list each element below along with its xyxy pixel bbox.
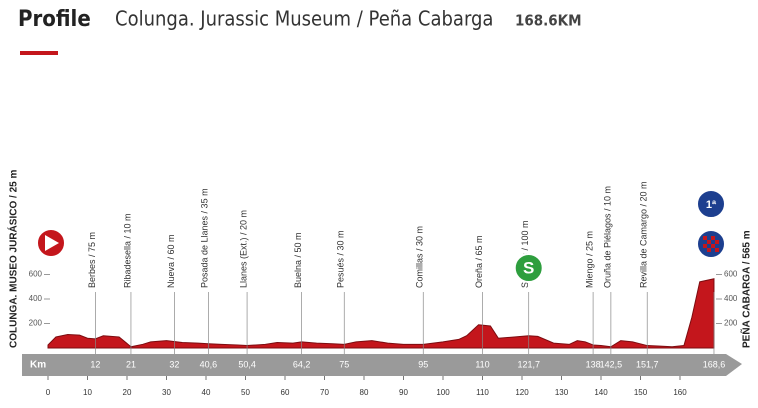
finish-check [711,244,715,248]
x-tick-label: 150 [634,388,648,397]
waypoint-km: 121,7 [517,359,540,369]
x-tick-label: 30 [162,388,171,397]
x-tick-label: 160 [673,388,687,397]
x-tick-label: 20 [123,388,132,397]
waypoint-name: Posada de Llanes / 35 m [200,188,210,288]
x-tick-label: 130 [555,388,569,397]
x-tick-label: 100 [436,388,450,397]
finish-check [707,248,711,252]
y-tick-label: 400 [724,294,738,303]
waypoint-km: 168,6 [703,359,726,369]
x-tick-label: 0 [46,388,51,397]
waypoint-name: Nueva / 60 m [166,234,176,288]
finish-label: PEÑA CABARGA / 565 m [740,230,753,348]
waypoint-km: 138 [586,359,601,369]
x-tick-label: 50 [241,388,250,397]
x-axis-label: Km [30,360,46,371]
y-tick-label: 600 [29,270,43,279]
waypoint-name: Comillas / 30 m [415,226,425,288]
x-tick-label: 90 [399,388,408,397]
waypoint-km: 50,4 [238,359,256,369]
waypoint-name: Ribadesella / 10 m [122,213,132,288]
waypoint-km: 75 [339,359,349,369]
waypoint-km: 40,6 [200,359,218,369]
waypoint-km: 95 [418,359,428,369]
y-tick-label: 200 [724,319,738,328]
waypoint-km: 32 [169,359,179,369]
km-band [22,354,742,376]
waypoint-name: Revilla de Camargo / 20 m [639,181,649,288]
x-tick-label: 70 [320,388,329,397]
waypoint-km: 151,7 [636,359,659,369]
x-tick-label: 40 [202,388,211,397]
elevation-area [47,278,715,349]
waypoint-name: Llanes (Ext.) / 20 m [238,210,248,288]
x-tick-label: 110 [476,388,489,397]
finish-check [707,240,711,244]
subtitle: Colunga. Jurassic Museum / Peña Cabarga [115,7,493,31]
x-tick-label: 10 [83,388,92,397]
waypoint-km: 64,2 [293,359,311,369]
finish-check [711,236,715,240]
waypoint-name: Pesués / 30 m [336,230,346,288]
x-tick-label: 120 [515,388,529,397]
distance: 168.6KM [515,12,582,30]
finish-check [715,248,719,252]
x-tick-label: 60 [281,388,290,397]
finish-check [715,240,719,244]
waypoint-name: Miengo / 25 m [584,231,594,288]
waypoint-name: Berbes / 75 m [87,232,97,288]
waypoint-km: 110 [475,359,489,369]
start-label: COLUNGA. MUSEO JURÁSICO / 25 m [7,170,20,348]
waypoint-km: 21 [126,359,136,369]
climb-icon-text: 1ª [706,199,717,211]
finish-check [703,244,707,248]
waypoint-name: Oreña / 65 m [474,235,484,288]
waypoint-name: Oruña de Piélagos / 10 m [602,186,612,288]
finish-check [703,236,707,240]
x-tick-label: 80 [360,388,369,397]
y-tick-label: 600 [724,270,738,279]
title-underline [20,51,58,55]
y-tick-label: 400 [29,294,43,303]
waypoint-name: Buelna / 50 m [293,232,303,288]
waypoint-km: 12 [90,359,100,369]
start-arrow [45,235,59,251]
waypoint-km: 142,5 [600,359,623,369]
y-tick-label: 200 [29,319,43,328]
climb-icon [696,189,726,219]
sprint-icon-text: S [523,258,534,277]
title: Profile [18,7,91,32]
sprint-icon [513,253,544,283]
x-tick-label: 140 [594,388,608,397]
